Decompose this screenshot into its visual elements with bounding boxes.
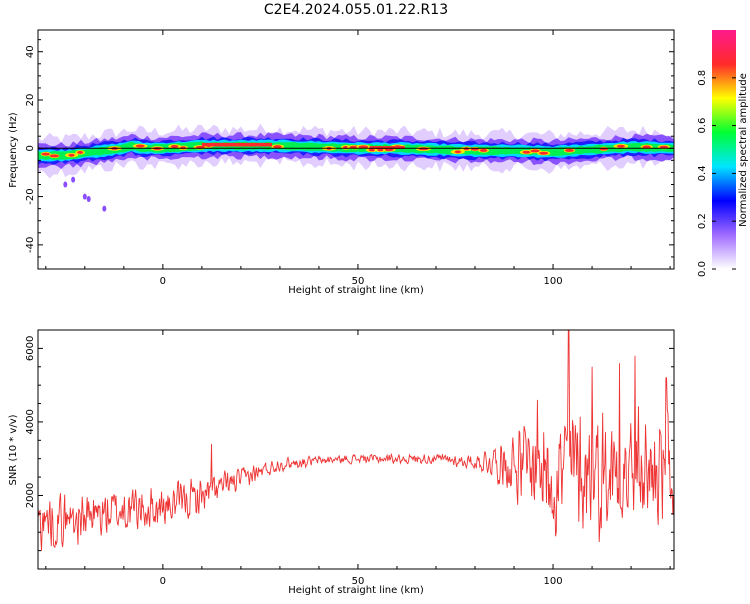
figure-title: C2E4.2024.055.01.22.R13: [264, 2, 448, 18]
snr-ytick-label: 6000: [25, 336, 36, 361]
colorbar: 0.0 0.2 0.4 0.6 0.8 Normalized spectral ampl…: [697, 30, 749, 277]
spectrogram-scatter-blob: [86, 195, 91, 202]
spectrogram-ylabel: Frequency (Hz): [8, 112, 19, 188]
colorbar-tick-label: 0.0: [697, 261, 708, 277]
spectrogram-hotspot-core: [41, 152, 50, 156]
spectrogram-hotspot-core: [616, 144, 625, 148]
snr-xtick-label: 0: [160, 576, 166, 587]
spectrogram-ytick-label: -20: [25, 188, 36, 204]
colorbar-tick-label: 0.2: [697, 213, 708, 229]
spectrogram-scatter-blob: [102, 205, 107, 212]
spectrogram-scatter-blob: [82, 193, 87, 200]
spectrogram-hotspot-core: [479, 148, 488, 152]
colorbar-label: Normalized spectral amplitude: [738, 73, 749, 227]
spectrogram-hotspot-core: [49, 154, 60, 158]
snr-ytick-label: 4000: [25, 409, 36, 434]
snr-ylabel: SNR (10 * v/v): [8, 414, 19, 485]
colorbar-gradient: [712, 30, 736, 269]
spectrogram-hotspot-core: [77, 150, 84, 154]
spectrogram-hotspot-core: [368, 148, 376, 152]
spectrogram-ytick-label: 40: [25, 45, 36, 58]
spectrogram-hotspot-core: [68, 153, 75, 157]
spectrogram-ytick-label: 20: [25, 94, 36, 107]
spectrogram-hotspot-core: [418, 147, 429, 151]
spectrogram-strong-segment: [201, 142, 273, 147]
snr-xtick-label: 100: [543, 576, 562, 587]
spectrogram-heatmap: [38, 123, 674, 212]
spectrogram-xlabel: Height of straight line (km): [288, 285, 424, 296]
spectrogram-strong-segment: [369, 146, 405, 150]
spectrogram-hotspot-core: [530, 149, 540, 153]
spectrogram-hotspot-core: [358, 145, 369, 149]
spectrogram-xtick-label: 100: [543, 276, 562, 287]
spectrogram-scatter-blob: [71, 176, 76, 183]
snr-series-line: [38, 330, 674, 551]
colorbar-tick-label: 0.4: [697, 165, 708, 181]
spectrogram-xtick-label: 0: [160, 276, 166, 287]
snr-ytick-label: 2000: [25, 483, 36, 508]
spectrogram-hotspot-core: [642, 145, 651, 149]
spectrogram-hotspot-core: [539, 151, 549, 155]
snr-xtick-label: 50: [352, 576, 365, 587]
spectrogram-hotspot-core: [522, 150, 531, 154]
snr-xlabel: Height of straight line (km): [288, 585, 424, 596]
spectrogram-ytick-label: 0: [25, 145, 36, 151]
spectrogram-xtick-label: 50: [352, 276, 365, 287]
snr-frame: [37, 329, 675, 570]
spectrogram-hotspot-core: [135, 144, 145, 148]
spectrogram-hotspot-core: [454, 150, 461, 154]
snr-panel: 0 50 100 2000 4000 6000 Height of straight li…: [8, 329, 675, 596]
colorbar-tick-label: 0.6: [697, 118, 708, 134]
spectrogram-ytick-label: -40: [25, 237, 36, 253]
spectrogram-frame: [37, 29, 675, 270]
colorbar-tick-label: 0.8: [697, 70, 708, 86]
spectrogram-hotspot-core: [170, 144, 179, 148]
spectrogram-scatter-blob: [63, 181, 68, 188]
spectrogram-panel: 0 50 100 -40 -20 0 20 40 Height of straight lin…: [8, 29, 675, 296]
spectrogram-hotspot-core: [273, 145, 282, 149]
spectrogram-hotspot-core: [564, 148, 574, 152]
